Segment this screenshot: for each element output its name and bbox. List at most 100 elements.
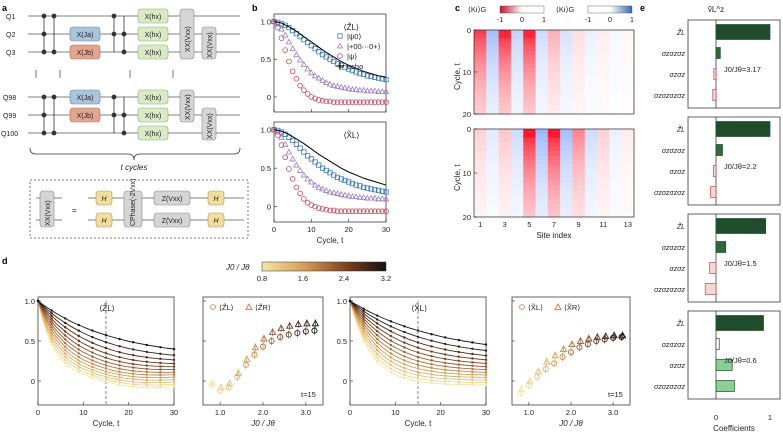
- heatmap-cell: [609, 159, 622, 165]
- data-point: [308, 94, 315, 100]
- heatmap-cell: [498, 146, 512, 152]
- heatmap-cell: [609, 146, 622, 152]
- heatmap-cell: [510, 84, 524, 90]
- x-tick-label: 10: [307, 225, 315, 234]
- heatmap-cell: [486, 203, 499, 209]
- data-point: [289, 45, 296, 52]
- heatmap-cell: [572, 159, 586, 165]
- heatmap-cell: [523, 195, 536, 200]
- data-point: [368, 186, 374, 192]
- data-point: [484, 371, 488, 374]
- data-point: [282, 47, 289, 53]
- data-point: [362, 330, 365, 333]
- heatmap-cell: [547, 142, 561, 147]
- data-point: [91, 365, 94, 369]
- data-point: [559, 353, 566, 361]
- data-point: [132, 341, 135, 344]
- x-tick-label: 0: [348, 408, 352, 417]
- heatmap-cell: [474, 38, 487, 43]
- data-point: [159, 357, 162, 361]
- legend-entry: ⟨X̃R⟩: [564, 303, 580, 312]
- data-point: [362, 314, 365, 318]
- x-tick-label: 10: [391, 408, 399, 417]
- data-point: [118, 376, 121, 379]
- heatmap-cell: [597, 38, 610, 43]
- heatmap-cell: [560, 105, 573, 111]
- heatmap-cell: [572, 199, 586, 205]
- data-point: [145, 360, 148, 364]
- heatmap-cell: [535, 164, 549, 169]
- data-point: [362, 322, 365, 325]
- bar-panel-frame: [687, 116, 781, 206]
- data-point: [567, 349, 575, 356]
- coefficient-bar: [713, 68, 717, 80]
- heatmap-cell: [535, 203, 549, 209]
- heatmap-cell: [474, 34, 487, 39]
- data-point: [304, 175, 311, 182]
- data-point: [302, 328, 309, 335]
- heatmap-cell: [597, 155, 610, 161]
- heatmap-cell: [498, 203, 512, 209]
- data-point: [274, 132, 281, 138]
- heatmap-cell: [510, 30, 524, 35]
- heatmap-cell: [621, 80, 635, 85]
- heatmap-cell: [560, 195, 573, 200]
- data-point: [293, 141, 300, 147]
- heatmap-cell: [523, 38, 536, 43]
- data-point: [132, 372, 135, 375]
- heatmap-cell: [572, 151, 586, 156]
- heatmap-cell: [572, 63, 586, 69]
- svg-text:H: H: [213, 218, 219, 225]
- heatmap-cell: [547, 133, 561, 139]
- data-point: [315, 183, 323, 190]
- data-point: [234, 369, 243, 376]
- data-point: [430, 363, 433, 366]
- data-point: [296, 167, 304, 173]
- data-point: [484, 354, 488, 357]
- qubit-label-q2: Q2: [6, 32, 15, 39]
- data-point: [312, 203, 318, 210]
- data-point: [337, 190, 345, 197]
- data-point: [322, 79, 330, 85]
- data-point: [118, 381, 121, 384]
- heatmap-cell: [560, 93, 573, 98]
- heatmap-cell: [474, 195, 487, 200]
- heatmap-cell: [547, 59, 561, 64]
- data-point: [349, 99, 356, 105]
- data-point: [277, 333, 284, 341]
- echo-line: [273, 129, 387, 186]
- heatmap-cell: [547, 173, 561, 178]
- data-point: [104, 340, 108, 344]
- data-point: [50, 314, 53, 318]
- data-point: [132, 385, 135, 388]
- data-point: [285, 38, 293, 45]
- data-point: [145, 373, 148, 376]
- heatmap-cell: [510, 133, 524, 139]
- heatmap-cell: [584, 181, 598, 187]
- heatmap-cell: [572, 76, 586, 81]
- heatmap-cell: [621, 101, 635, 106]
- heatmap-cell: [597, 55, 610, 60]
- heatmap-cell: [523, 137, 536, 143]
- heatmap-cell: [560, 129, 573, 134]
- data-point: [484, 343, 488, 346]
- data-point: [348, 299, 352, 303]
- data-point: [376, 318, 379, 321]
- x-axis-label: Coefficients: [713, 424, 755, 433]
- heatmap-cell: [523, 34, 536, 39]
- svg-text:H: H: [101, 218, 107, 225]
- data-point: [618, 331, 627, 339]
- data-point: [342, 99, 348, 105]
- heatmap-cell: [535, 97, 549, 102]
- heatmap-cell: [597, 101, 610, 106]
- heatmap-cell: [597, 97, 610, 102]
- heatmap-cell: [621, 199, 635, 205]
- heatmap-cell: [474, 146, 487, 152]
- coefficient-bar: [712, 89, 717, 101]
- data-point: [345, 85, 352, 92]
- data-point: [403, 325, 406, 328]
- data-point: [315, 74, 323, 81]
- heatmap-cell: [597, 151, 610, 156]
- heatmap-cell: [523, 55, 536, 60]
- plot-d1: 0 0.5 1.0 0 10 20 30 ⟨Z̃L⟩ Cycle, t: [25, 296, 178, 428]
